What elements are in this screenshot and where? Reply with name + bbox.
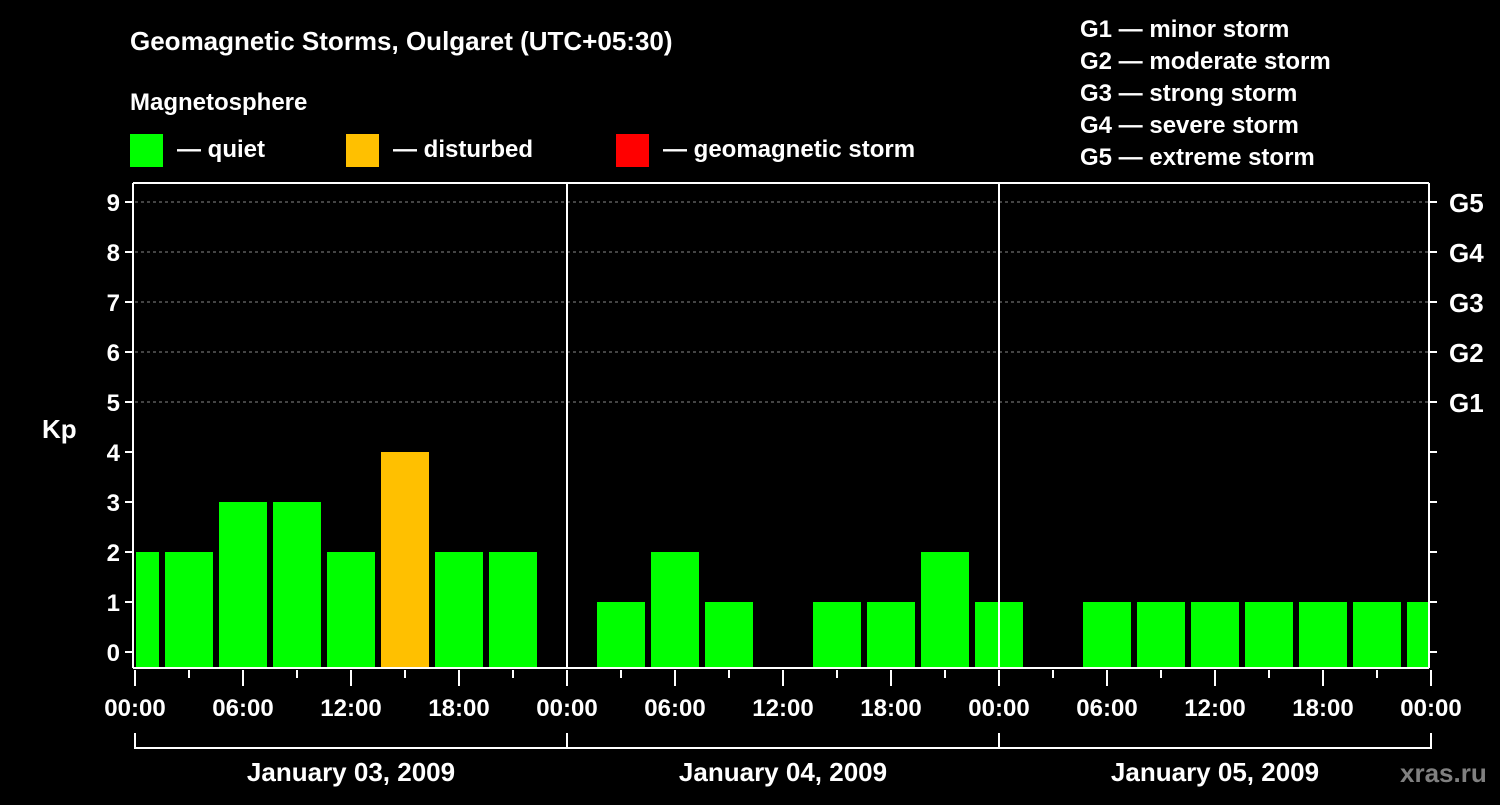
bar-5: [381, 452, 429, 668]
x-tick-label-6: 12:00: [752, 695, 813, 722]
bar-21: [1245, 602, 1293, 668]
day-label-1: January 04, 2009: [679, 757, 887, 787]
bar-4: [327, 552, 375, 668]
storm-level-label-G3: G3: [1449, 288, 1484, 318]
x-tick-label-3: 18:00: [428, 695, 489, 722]
x-tick-label-4: 00:00: [536, 695, 597, 722]
y-tick-label-8: 8: [107, 240, 120, 267]
y-tick-label-9: 9: [107, 190, 120, 217]
x-tick-label-7: 18:00: [860, 695, 921, 722]
bar-22: [1299, 602, 1347, 668]
legend-swatch-2: [616, 134, 649, 167]
bar-18: [1083, 602, 1131, 668]
scale-legend-item-0: G1 — minor storm: [1080, 16, 1289, 43]
storm-level-label-G5: G5: [1449, 188, 1484, 218]
x-tick-label-0: 00:00: [104, 695, 165, 722]
bar-19: [1137, 602, 1185, 668]
storm-level-label-G4: G4: [1449, 238, 1484, 268]
bar-24: [1407, 602, 1428, 668]
bar-11: [705, 602, 753, 668]
day-label-2: January 05, 2009: [1111, 757, 1319, 787]
bar-13: [813, 602, 861, 668]
bar-0: [136, 552, 159, 668]
chart-title: Geomagnetic Storms, Oulgaret (UTC+05:30): [130, 26, 673, 56]
day-bracket-1: [566, 733, 1000, 749]
bar-10: [651, 552, 699, 668]
y-tick-label-0: 0: [107, 640, 120, 667]
day-bracket-2: [998, 733, 1432, 749]
scale-legend-item-1: G2 — moderate storm: [1080, 48, 1331, 75]
day-label-0: January 03, 2009: [247, 757, 455, 787]
y-tick-label-1: 1: [107, 590, 120, 617]
legend-swatch-0: [130, 134, 163, 167]
y-tick-label-7: 7: [107, 290, 120, 317]
bar-2: [219, 502, 267, 668]
scale-legend-item-4: G5 — extreme storm: [1080, 144, 1315, 171]
bar-7: [489, 552, 537, 668]
bar-23: [1353, 602, 1401, 668]
watermark: xras.ru: [1400, 758, 1487, 788]
x-tick-label-9: 06:00: [1076, 695, 1137, 722]
x-tick-label-2: 12:00: [320, 695, 381, 722]
storm-level-label-G2: G2: [1449, 338, 1484, 368]
y-tick-label-5: 5: [107, 390, 120, 417]
legend-title: Magnetosphere: [130, 89, 307, 116]
scale-legend-item-2: G3 — strong storm: [1080, 80, 1297, 107]
x-tick-label-11: 18:00: [1292, 695, 1353, 722]
day-bracket-0: [134, 733, 568, 749]
legend-swatch-1: [346, 134, 379, 167]
y-tick-label-6: 6: [107, 340, 120, 367]
y-tick-label-3: 3: [107, 490, 120, 517]
bar-14: [867, 602, 915, 668]
legend-label-1: — disturbed: [393, 136, 533, 163]
bar-6: [435, 552, 483, 668]
bar-20: [1191, 602, 1239, 668]
y-tick-label-2: 2: [107, 540, 120, 567]
x-tick-label-8: 00:00: [968, 695, 1029, 722]
y-tick-label-4: 4: [107, 440, 121, 467]
x-tick-label-5: 06:00: [644, 695, 705, 722]
x-tick-label-10: 12:00: [1184, 695, 1245, 722]
x-tick-label-1: 06:00: [212, 695, 273, 722]
scale-legend-item-3: G4 — severe storm: [1080, 112, 1299, 139]
x-tick-label-12: 00:00: [1400, 695, 1461, 722]
y-axis-label: Kp: [42, 414, 77, 444]
legend-label-0: — quiet: [177, 136, 265, 163]
bar-3: [273, 502, 321, 668]
storm-level-label-G1: G1: [1449, 388, 1484, 418]
bar-9: [597, 602, 645, 668]
legend-label-2: — geomagnetic storm: [663, 136, 915, 163]
bar-15: [921, 552, 969, 668]
bar-1: [165, 552, 213, 668]
